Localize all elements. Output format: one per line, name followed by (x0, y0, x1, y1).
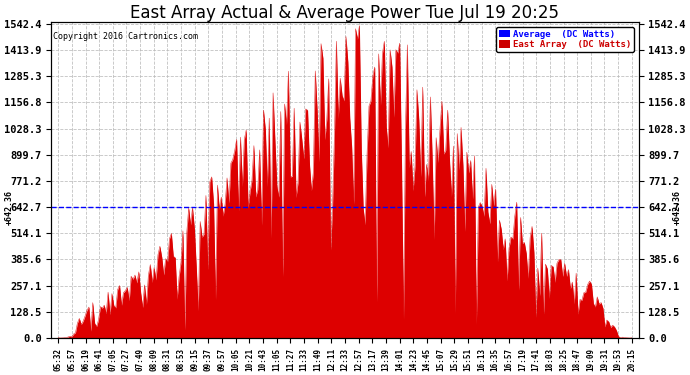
Text: Copyright 2016 Cartronics.com: Copyright 2016 Cartronics.com (52, 32, 197, 41)
Text: +642.36: +642.36 (673, 190, 682, 225)
Text: +642.36: +642.36 (6, 190, 14, 225)
Legend: Average  (DC Watts), East Array  (DC Watts): Average (DC Watts), East Array (DC Watts… (496, 27, 634, 52)
Title: East Array Actual & Average Power Tue Jul 19 20:25: East Array Actual & Average Power Tue Ju… (130, 4, 560, 22)
